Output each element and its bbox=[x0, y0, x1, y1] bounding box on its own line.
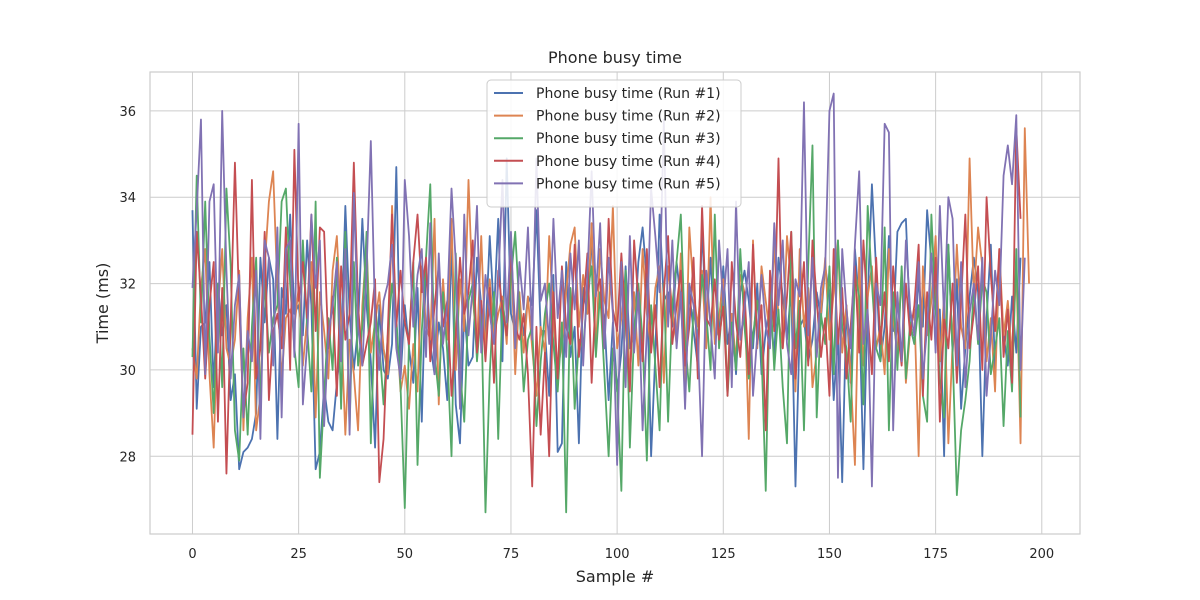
chart-title: Phone busy time bbox=[548, 48, 682, 67]
plot-frame bbox=[149, 71, 1081, 535]
legend-entry: Phone busy time (Run #4) bbox=[536, 154, 721, 170]
legend-entry: Phone busy time (Run #3) bbox=[536, 131, 721, 147]
x-tick-label: 0 bbox=[188, 547, 196, 562]
legend-box bbox=[486, 79, 742, 208]
y-axis-label: Time (ms) bbox=[93, 263, 112, 345]
y-tick-label: 28 bbox=[119, 450, 136, 465]
x-tick-label: 75 bbox=[503, 547, 520, 562]
x-tick-label: 150 bbox=[817, 547, 842, 562]
legend-entry: Phone busy time (Run #5) bbox=[536, 176, 721, 192]
x-tick-label: 175 bbox=[923, 547, 948, 562]
legend: Phone busy time (Run #1) Phone busy time … bbox=[486, 79, 742, 208]
x-tick-label: 50 bbox=[397, 547, 414, 562]
x-tick-label: 125 bbox=[711, 547, 736, 562]
series-line-run-3 bbox=[191, 144, 1022, 514]
y-tick-label: 30 bbox=[119, 364, 136, 379]
tick-labels: 0 25 50 75 100 125 150 175 200 28 30 32 34 36 bbox=[119, 105, 1054, 562]
y-tick-label: 34 bbox=[119, 191, 136, 206]
series-layer bbox=[191, 92, 1030, 514]
x-tick-label: 25 bbox=[290, 547, 307, 562]
x-tick-label: 200 bbox=[1029, 547, 1054, 562]
legend-entry: Phone busy time (Run #1) bbox=[536, 86, 721, 102]
y-tick-label: 32 bbox=[119, 278, 136, 293]
y-tick-label: 36 bbox=[119, 105, 136, 120]
x-tick-label: 100 bbox=[605, 547, 630, 562]
legend-entry: Phone busy time (Run #2) bbox=[536, 109, 721, 125]
series-line-run-5 bbox=[191, 92, 1026, 488]
x-axis-label: Sample # bbox=[576, 567, 654, 586]
